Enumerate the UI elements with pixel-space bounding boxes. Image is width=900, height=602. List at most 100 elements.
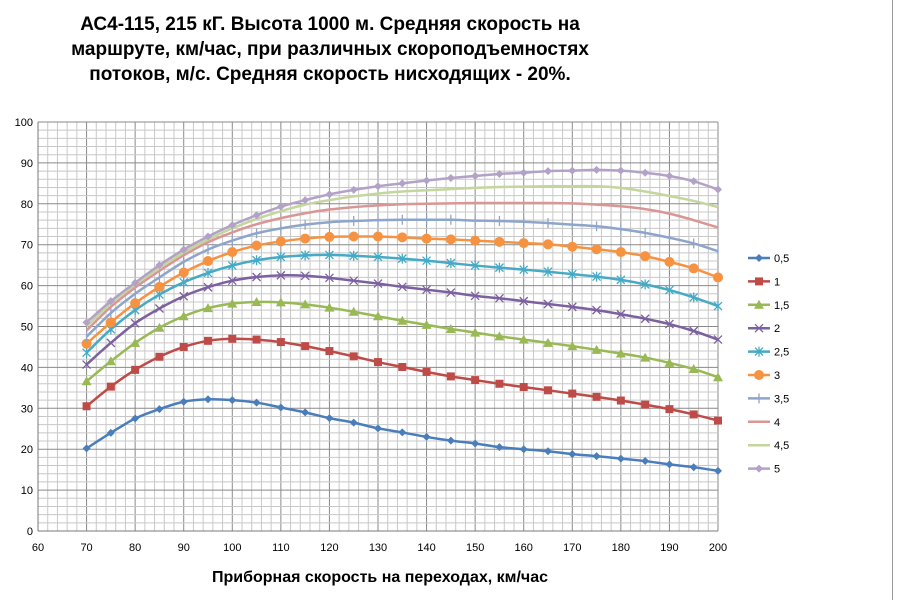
data-point bbox=[494, 236, 505, 247]
data-point bbox=[82, 347, 92, 358]
data-point bbox=[688, 364, 699, 374]
data-point bbox=[276, 270, 286, 280]
data-point bbox=[471, 376, 480, 385]
data-point bbox=[204, 395, 212, 404]
data-point bbox=[446, 436, 455, 445]
data-point bbox=[349, 418, 358, 427]
data-point bbox=[664, 357, 675, 367]
data-point bbox=[519, 168, 528, 177]
data-point bbox=[203, 267, 213, 278]
x-tick-label: 200 bbox=[709, 542, 727, 554]
data-point bbox=[397, 232, 408, 243]
legend-label: 2 bbox=[774, 323, 780, 335]
legend-label: 1 bbox=[774, 276, 780, 288]
title-line-3: потоков, м/с. Средняя скорость нисходящи… bbox=[89, 64, 571, 85]
data-point bbox=[300, 271, 310, 281]
data-point bbox=[689, 292, 699, 303]
data-point bbox=[398, 362, 407, 371]
title-line-1: АС4-115, 215 кГ. Высота 1000 м. Средняя … bbox=[80, 14, 580, 35]
x-tick-label: 160 bbox=[515, 542, 533, 554]
data-point bbox=[348, 231, 359, 242]
data-point bbox=[592, 305, 602, 315]
legend-label: 3,5 bbox=[774, 393, 789, 405]
data-point bbox=[567, 269, 577, 280]
data-point bbox=[300, 250, 310, 261]
data-point bbox=[227, 247, 238, 258]
series-3 bbox=[81, 231, 723, 349]
data-point bbox=[325, 414, 334, 423]
data-point bbox=[252, 255, 262, 266]
data-point bbox=[178, 311, 189, 321]
data-point bbox=[543, 266, 553, 277]
x-tick-label: 80 bbox=[129, 542, 141, 554]
data-point bbox=[664, 319, 674, 329]
data-point bbox=[495, 169, 504, 178]
chart-title: АС4-115, 215 кГ. Высота 1000 м. Средняя … bbox=[40, 12, 620, 87]
x-tick-label: 70 bbox=[80, 542, 92, 554]
data-point bbox=[713, 372, 723, 382]
data-point bbox=[714, 185, 722, 194]
data-point bbox=[592, 392, 601, 401]
data-point bbox=[348, 306, 359, 316]
data-point bbox=[591, 244, 602, 255]
data-point bbox=[374, 182, 382, 191]
data-point bbox=[616, 396, 625, 405]
series-5 bbox=[82, 165, 722, 327]
data-point bbox=[446, 174, 455, 183]
data-point bbox=[373, 311, 383, 321]
data-point bbox=[154, 281, 165, 292]
data-point bbox=[300, 233, 311, 244]
x-axis-label: Приборная скорость на переходах, км/час bbox=[211, 569, 548, 586]
x-tick-label: 100 bbox=[223, 542, 241, 554]
data-point bbox=[324, 273, 334, 283]
data-point bbox=[519, 264, 529, 275]
data-point bbox=[640, 314, 650, 324]
series-3-5 bbox=[85, 214, 719, 342]
data-point bbox=[374, 424, 382, 433]
data-point bbox=[82, 318, 91, 327]
data-point bbox=[252, 398, 261, 407]
legend-label: 2,5 bbox=[774, 347, 789, 359]
data-point bbox=[349, 352, 358, 361]
data-point bbox=[568, 389, 577, 398]
y-tick-label: 10 bbox=[21, 485, 33, 497]
data-point bbox=[471, 439, 480, 448]
data-point bbox=[518, 334, 529, 344]
data-point bbox=[689, 326, 699, 336]
y-tick-label: 80 bbox=[21, 199, 33, 211]
data-point bbox=[421, 233, 432, 244]
data-point bbox=[616, 309, 626, 319]
series-0-5 bbox=[82, 395, 722, 475]
data-point bbox=[131, 365, 140, 374]
data-point bbox=[422, 176, 431, 185]
data-point bbox=[179, 291, 189, 301]
data-point bbox=[131, 414, 140, 423]
data-point bbox=[276, 403, 285, 412]
data-point bbox=[106, 428, 115, 437]
data-point bbox=[374, 358, 382, 367]
y-tick-label: 30 bbox=[21, 403, 33, 415]
data-point bbox=[640, 352, 651, 362]
data-point bbox=[446, 258, 456, 269]
legend-marker bbox=[754, 323, 764, 333]
x-tick-label: 150 bbox=[466, 542, 484, 554]
data-point bbox=[422, 367, 431, 376]
x-tick-label: 130 bbox=[369, 542, 387, 554]
data-point bbox=[203, 256, 213, 267]
legend-marker bbox=[755, 464, 763, 473]
data-point bbox=[519, 296, 529, 306]
data-point bbox=[324, 231, 335, 242]
data-point bbox=[227, 298, 238, 308]
data-point bbox=[325, 190, 334, 199]
series-line bbox=[85, 201, 719, 332]
data-point bbox=[228, 221, 237, 230]
data-point bbox=[155, 261, 164, 270]
data-point bbox=[130, 298, 141, 309]
data-point bbox=[398, 179, 407, 188]
legend-label: 4,5 bbox=[774, 440, 789, 452]
data-point bbox=[494, 293, 504, 303]
data-point bbox=[81, 376, 92, 386]
data-point bbox=[300, 299, 311, 309]
data-point bbox=[470, 260, 480, 271]
